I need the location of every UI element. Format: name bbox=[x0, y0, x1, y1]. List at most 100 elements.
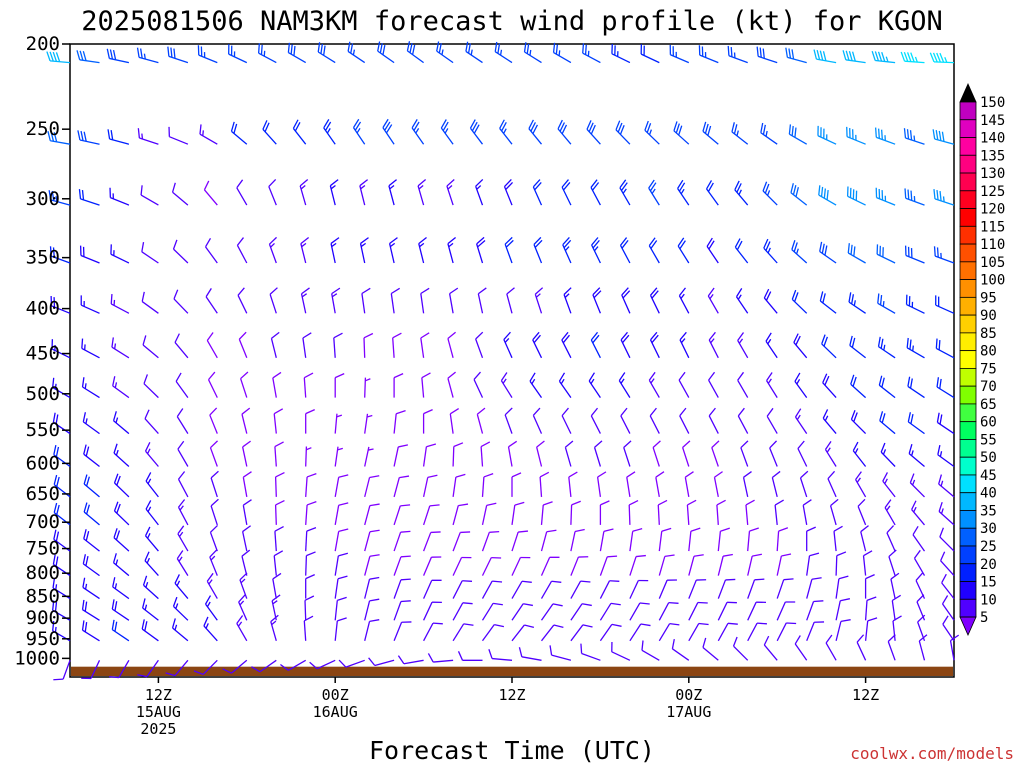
wind-barb bbox=[688, 554, 704, 576]
wind-barb bbox=[848, 292, 866, 314]
wind-barb bbox=[590, 407, 601, 434]
wind-barb bbox=[112, 376, 130, 399]
wind-barb bbox=[686, 499, 697, 525]
wind-barb bbox=[740, 440, 749, 467]
wind-barb bbox=[171, 182, 189, 206]
wind-barb bbox=[640, 44, 660, 64]
wind-barb bbox=[864, 596, 877, 621]
wind-barb bbox=[364, 529, 380, 552]
wind-barb bbox=[887, 634, 896, 661]
wind-barb bbox=[222, 659, 248, 674]
x-tick-label: 15AUG bbox=[136, 703, 181, 721]
wind-barb bbox=[268, 236, 277, 264]
colorbar-label: 85 bbox=[980, 326, 997, 342]
wind-barb bbox=[737, 371, 749, 398]
wind-barb bbox=[936, 412, 955, 435]
wind-barb bbox=[657, 499, 668, 525]
wind-barb bbox=[270, 331, 280, 358]
wind-barb bbox=[615, 120, 631, 145]
wind-barb bbox=[504, 407, 513, 434]
wind-barb bbox=[141, 619, 159, 642]
colorbar-swatch bbox=[959, 367, 977, 387]
wind-barb bbox=[776, 553, 792, 576]
wind-barb bbox=[347, 41, 366, 64]
wind-barb bbox=[177, 525, 189, 552]
wind-barb bbox=[144, 442, 159, 467]
wind-barb bbox=[590, 179, 601, 206]
wind-barb bbox=[76, 50, 100, 64]
wind-barb bbox=[334, 446, 343, 467]
wind-barb bbox=[480, 441, 491, 467]
wind-barb bbox=[747, 553, 762, 576]
wind-barb bbox=[167, 46, 189, 64]
wind-barb bbox=[705, 180, 719, 206]
wind-barb bbox=[827, 470, 837, 498]
wind-barb bbox=[806, 621, 825, 642]
y-tick-label: 450 bbox=[26, 343, 60, 365]
wind-barb bbox=[46, 51, 71, 64]
wind-barb bbox=[136, 47, 159, 64]
colorbar-swatch bbox=[959, 137, 977, 156]
wind-barb bbox=[242, 525, 251, 552]
wind-barb bbox=[52, 377, 71, 399]
ground-fill bbox=[71, 666, 953, 676]
wind-barb bbox=[273, 550, 284, 576]
wind-barb bbox=[82, 554, 100, 577]
wind-barb bbox=[481, 556, 502, 576]
wind-barb bbox=[368, 657, 395, 667]
wind-barb bbox=[794, 408, 808, 434]
wind-barb bbox=[452, 473, 466, 497]
colorbar-swatch bbox=[959, 492, 977, 511]
wind-barb bbox=[452, 503, 469, 526]
wind-barb bbox=[448, 287, 459, 314]
wind-barb bbox=[591, 237, 601, 264]
wind-barb bbox=[688, 579, 707, 599]
wind-barb bbox=[175, 372, 189, 398]
wind-barb bbox=[241, 407, 251, 434]
wind-barb bbox=[481, 623, 505, 642]
wind-barb bbox=[422, 409, 433, 434]
wind-barb bbox=[938, 474, 955, 498]
colorbar-label: 65 bbox=[980, 397, 997, 413]
colorbar-swatch bbox=[959, 563, 977, 582]
wind-barb bbox=[918, 634, 928, 661]
wind-barb bbox=[892, 615, 902, 641]
wind-barb bbox=[702, 121, 719, 145]
wind-barb bbox=[242, 499, 252, 526]
wind-barb bbox=[949, 634, 960, 661]
y-tick-label: 500 bbox=[26, 383, 60, 405]
wind-barb bbox=[802, 499, 812, 526]
wind-barb bbox=[393, 504, 411, 526]
wind-barb bbox=[476, 407, 486, 434]
wind-barb bbox=[481, 472, 494, 497]
wind-barb bbox=[644, 120, 660, 145]
wind-barb bbox=[305, 551, 316, 576]
y-tick-label: 600 bbox=[26, 452, 60, 474]
wind-barb bbox=[173, 289, 189, 314]
colorbar-label: 105 bbox=[980, 255, 1005, 271]
wind-barb bbox=[552, 42, 572, 64]
wind-barb bbox=[850, 374, 867, 399]
wind-barb bbox=[708, 331, 719, 359]
wind-barb bbox=[230, 121, 248, 145]
wind-barb bbox=[534, 287, 544, 314]
y-axis: 200 250 300 350 400 450 500 550 600 650 700 7508008… bbox=[14, 33, 70, 669]
wind-barb bbox=[274, 472, 285, 497]
wind-barb bbox=[877, 336, 896, 359]
colorbar-swatch bbox=[959, 350, 977, 369]
colorbar-top-arrow bbox=[959, 83, 977, 103]
wind-barb bbox=[52, 412, 71, 435]
y-tick-label: 650 bbox=[26, 483, 60, 505]
wind-barb bbox=[708, 407, 719, 434]
wind-barb bbox=[274, 441, 284, 467]
wind-barb bbox=[742, 471, 752, 498]
wind-barb bbox=[140, 185, 159, 206]
wind-barb bbox=[817, 125, 837, 145]
wind-barb bbox=[422, 504, 440, 526]
wind-barb bbox=[511, 580, 532, 599]
wind-barb bbox=[397, 655, 424, 665]
wind-barb bbox=[393, 475, 410, 498]
colorbar-label: 90 bbox=[980, 308, 997, 324]
wind-barb bbox=[890, 572, 900, 599]
